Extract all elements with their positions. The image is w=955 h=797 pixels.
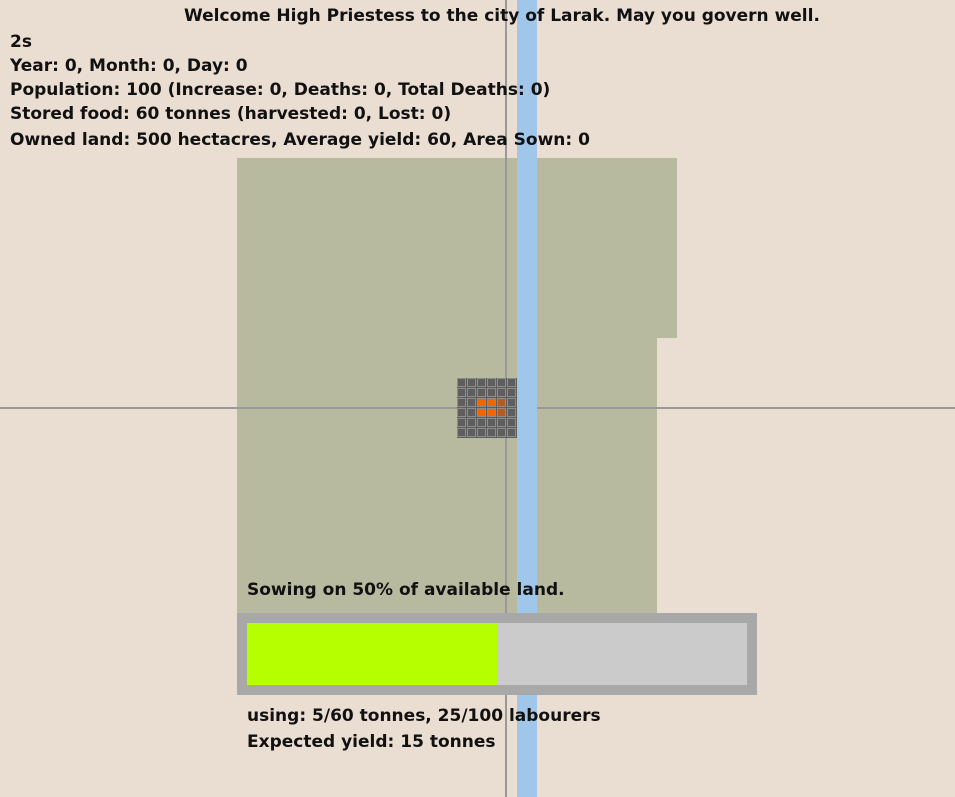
owned-land-text: Owned land: 500 hectacres, Average yield… [10, 130, 590, 150]
city-cell-active [477, 398, 486, 407]
river [517, 0, 537, 797]
city-cell-active [497, 408, 506, 417]
city-cell [477, 418, 486, 427]
sowing-slider[interactable] [237, 613, 757, 695]
population-text: Population: 100 (Increase: 0, Deaths: 0,… [10, 80, 551, 100]
sowing-usage-text: using: 5/60 tonnes, 25/100 labourers [247, 706, 601, 726]
owned-land-lower [237, 338, 657, 613]
city-cell [507, 378, 516, 387]
city-cell-active [497, 398, 506, 407]
city-cell [497, 418, 506, 427]
city-cell-active [487, 398, 496, 407]
city-cell [467, 408, 476, 417]
city-cell [507, 398, 516, 407]
city-cell [467, 388, 476, 397]
city-cell [457, 418, 466, 427]
owned-land [237, 158, 677, 338]
sowing-slider-track[interactable] [247, 623, 747, 685]
city-cell [487, 418, 496, 427]
city-cell [507, 428, 516, 437]
city-tile[interactable] [457, 378, 517, 438]
city-cell [467, 418, 476, 427]
city-cell [457, 428, 466, 437]
city-cell [497, 378, 506, 387]
city-cell-active [477, 408, 486, 417]
date-text: Year: 0, Month: 0, Day: 0 [10, 56, 248, 76]
city-cell-active [487, 408, 496, 417]
city-cell [487, 388, 496, 397]
city-cell [457, 408, 466, 417]
city-cell [457, 378, 466, 387]
city-cell [487, 378, 496, 387]
city-cell [477, 378, 486, 387]
timer-text: 2s [10, 32, 32, 52]
city-cell [467, 428, 476, 437]
city-cell [477, 388, 486, 397]
city-cell [497, 388, 506, 397]
city-cell [507, 418, 516, 427]
city-cell [487, 428, 496, 437]
sowing-label: Sowing on 50% of available land. [247, 580, 565, 600]
city-cell [507, 408, 516, 417]
welcome-message: Welcome High Priestess to the city of La… [184, 6, 820, 26]
stored-food-text: Stored food: 60 tonnes (harvested: 0, Lo… [10, 104, 452, 124]
city-cell [507, 388, 516, 397]
expected-yield-text: Expected yield: 15 tonnes [247, 732, 496, 752]
city-cell [457, 388, 466, 397]
city-cell [467, 378, 476, 387]
city-cell [457, 398, 466, 407]
city-cell [497, 428, 506, 437]
city-cell [477, 428, 486, 437]
sowing-slider-fill [247, 623, 497, 685]
city-cell [467, 398, 476, 407]
